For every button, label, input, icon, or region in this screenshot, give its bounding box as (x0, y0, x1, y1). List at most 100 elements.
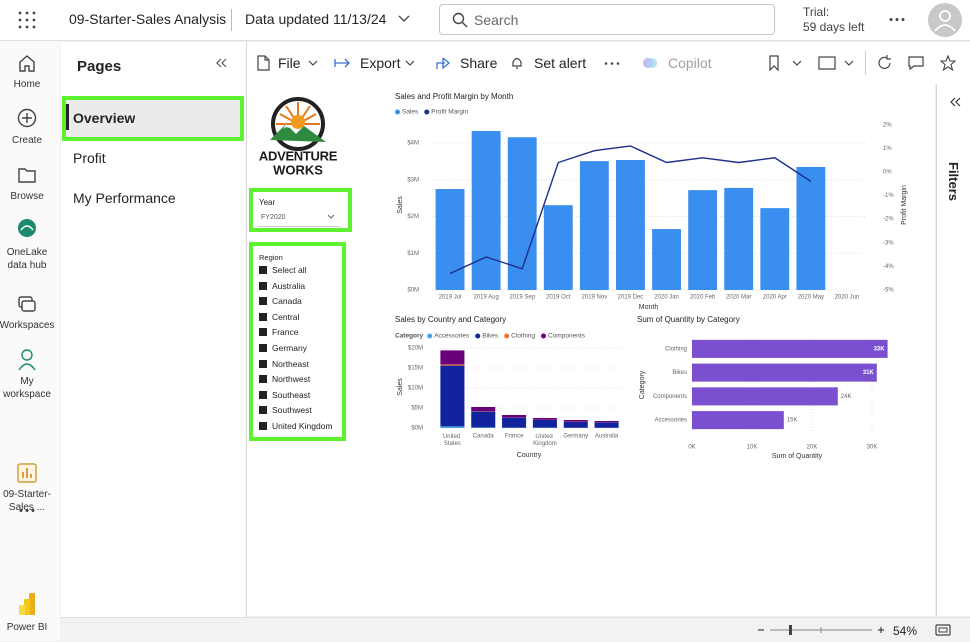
icon-part (20, 56, 34, 71)
icon-part (33, 12, 36, 15)
chevron[interactable] (792, 59, 802, 67)
filters-pane: Filters (936, 84, 970, 616)
more-toolbar[interactable] (603, 61, 621, 66)
view-icon[interactable] (818, 56, 836, 70)
collapse-pages[interactable] (215, 57, 227, 69)
avatar[interactable] (927, 2, 963, 38)
chevron[interactable] (844, 59, 854, 67)
file-icon[interactable] (256, 55, 270, 71)
chevron[interactable] (308, 59, 318, 67)
copilot-icon[interactable] (642, 55, 658, 71)
nav-item[interactable]: Power BI (0, 621, 54, 634)
icon-part (941, 56, 955, 70)
icon-part (437, 58, 449, 69)
my-workspace-icon[interactable] (17, 348, 37, 372)
icon-part (32, 509, 35, 512)
icon-part (217, 59, 226, 67)
icon-part (19, 12, 22, 15)
onelake-icon[interactable] (17, 218, 37, 238)
divider (231, 9, 232, 31)
chevron[interactable] (398, 14, 410, 24)
search-box[interactable]: Search (439, 4, 775, 35)
toolbar-button[interactable]: Copilot (668, 55, 712, 71)
nav-item[interactable]: Workspaces (0, 319, 57, 332)
icon-part (26, 509, 29, 512)
toolbar-button[interactable]: Set alert (534, 55, 586, 71)
pages-title: Pages (77, 58, 121, 75)
refresh-icon[interactable] (877, 55, 893, 71)
app-launcher[interactable] (18, 11, 36, 29)
zoom-slider[interactable] (756, 622, 886, 638)
more-nav[interactable] (18, 508, 36, 513)
icon-part (19, 364, 35, 370)
logo-text: WORKS (273, 162, 323, 177)
nav-item[interactable]: Home (0, 78, 54, 91)
search-icon (452, 12, 468, 28)
browse-icon[interactable] (17, 165, 37, 185)
nav-item[interactable]: OneLake data hub (3, 246, 51, 272)
highlight-box (249, 188, 352, 232)
icon-part (22, 350, 32, 360)
icon-part (890, 18, 893, 21)
logo-text: ADVENTURE (259, 148, 338, 163)
icon-part (33, 19, 36, 22)
share-icon[interactable] (435, 55, 453, 71)
expand-filters[interactable] (949, 96, 961, 108)
top-bar: 09-Starter-Sales Analysis Data updated 1… (0, 0, 970, 41)
icon-part (20, 509, 35, 512)
icon-part (26, 19, 29, 22)
icon-part (819, 57, 835, 69)
status-bar: 54% (61, 617, 970, 642)
icon-part (951, 98, 960, 106)
icon-part (605, 62, 620, 65)
create-icon[interactable] (17, 108, 37, 128)
toolbar: File Export Share Set alert Copilot (247, 42, 970, 85)
chevron[interactable] (405, 59, 415, 67)
nav-item[interactable]: My workspace (0, 375, 57, 401)
icon-part (454, 14, 464, 24)
page-tab[interactable]: Profit (73, 150, 106, 166)
toolbar-button[interactable]: File (278, 55, 301, 71)
comment-icon[interactable] (908, 55, 924, 71)
more-button[interactable] (888, 17, 906, 22)
adventure-works-logo: ADVENTURE WORKS (256, 96, 342, 178)
icon-part (611, 62, 614, 65)
home-icon[interactable] (17, 53, 37, 73)
alert-icon[interactable] (510, 55, 524, 71)
icon-part (902, 18, 905, 21)
icon-part (22, 301, 35, 311)
trial-label: Trial: (803, 5, 829, 19)
export-icon[interactable] (334, 56, 352, 70)
icon-part (19, 605, 25, 615)
highlight-box (62, 96, 244, 141)
fit-page[interactable] (935, 623, 951, 637)
page-tab[interactable]: My Performance (73, 190, 176, 206)
search-placeholder: Search (474, 12, 518, 28)
toolbar-button[interactable]: Export (360, 55, 400, 71)
icon-part (896, 18, 899, 21)
icon-part (513, 59, 521, 69)
workspaces-icon[interactable] (17, 294, 37, 314)
nav-item[interactable]: Browse (0, 190, 54, 203)
icon-part (909, 57, 923, 69)
power-bi-logo[interactable] (18, 592, 38, 616)
favorite-icon[interactable] (940, 55, 956, 71)
data-updated[interactable]: Data updated 11/13/24 (245, 11, 386, 27)
icon-part (770, 56, 778, 70)
bookmark-icon[interactable] (768, 55, 780, 71)
report-icon[interactable] (17, 463, 37, 483)
nav-item[interactable]: Create (0, 134, 54, 147)
icon-part (18, 219, 36, 237)
highlight-box (249, 242, 346, 441)
icon-part (890, 18, 905, 21)
filters-title[interactable]: Filters (946, 162, 961, 201)
icon-part (26, 12, 29, 15)
toolbar-button[interactable]: Share (460, 55, 497, 71)
icon-part (605, 62, 608, 65)
icon-part (19, 12, 36, 29)
report-name[interactable]: 09-Starter-Sales Analysis (69, 11, 226, 27)
icon-part (928, 3, 962, 37)
icon-part (399, 16, 409, 21)
icon-part (258, 56, 269, 70)
